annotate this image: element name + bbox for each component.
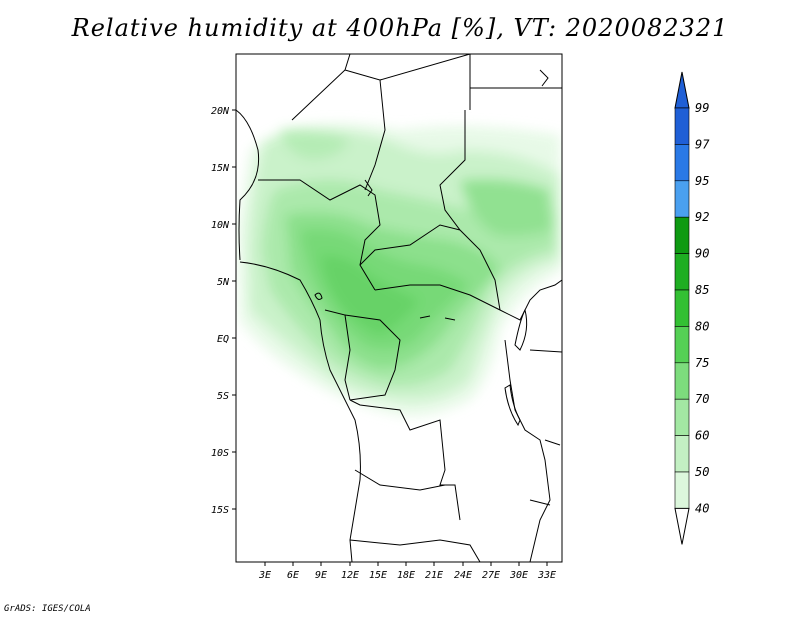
colorbar-swatch: [674, 326, 690, 364]
colorbar-swatch: [674, 398, 690, 436]
lon-label: 18E: [397, 570, 415, 581]
colorbar-swatch: [674, 144, 690, 182]
humidity-field: [238, 123, 562, 417]
lat-label: EQ: [217, 334, 229, 345]
credit-text: GrADS: IGES/COLA: [4, 604, 91, 614]
lon-label: 21E: [425, 570, 443, 581]
colorbar-label: 75: [695, 356, 709, 370]
chart-title: Relative humidity at 400hPa [%], VT: 202…: [71, 14, 729, 42]
lon-label: 3E: [258, 570, 271, 581]
lat-label: 5S: [217, 391, 229, 402]
colorbar-label: 97: [695, 137, 710, 151]
lon-label: 33E: [537, 570, 556, 581]
colorbar-label: 60: [695, 429, 709, 443]
colorbar-swatch: [674, 216, 690, 254]
colorbar-bottom-arrow: [674, 507, 690, 545]
lat-label: 15N: [211, 163, 230, 174]
lon-label: 30E: [509, 570, 528, 581]
colorbar-swatch: [674, 253, 690, 291]
colorbar-swatch: [674, 362, 690, 400]
latitude-axis: [232, 109, 236, 510]
lon-label: 24E: [454, 570, 472, 581]
lon-label: 27E: [482, 570, 500, 581]
colorbar-label: 80: [695, 319, 709, 333]
lon-label: 6E: [287, 570, 299, 581]
lon-label: 9E: [315, 570, 327, 581]
lat-label: 10S: [211, 448, 229, 459]
colorbar-swatch: [674, 471, 690, 509]
colorbar-top-arrow: [674, 71, 690, 109]
lon-label: 12E: [341, 570, 359, 581]
colorbar-label: 70: [695, 392, 709, 406]
lon-label: 15E: [369, 570, 387, 581]
lat-label: 10N: [211, 220, 230, 231]
map-frame: [235, 53, 563, 563]
colorbar-label: 90: [695, 247, 709, 261]
colorbar-label: 85: [695, 283, 709, 297]
colorbar-swatch: [674, 180, 690, 218]
colorbar-label: 40: [695, 501, 709, 515]
lat-label: 15S: [211, 505, 229, 516]
colorbar-swatch: [674, 289, 690, 327]
colorbar-label: 50: [695, 465, 709, 479]
colorbar-label: 99: [695, 101, 709, 115]
lat-label: 20N: [211, 106, 230, 117]
colorbar: 99 97 95 92 90 85 80 75 70 60 50 40: [674, 71, 710, 545]
longitude-axis: [264, 562, 548, 566]
colorbar-swatch: [674, 435, 690, 473]
colorbar-label: 92: [695, 210, 709, 224]
colorbar-label: 95: [695, 174, 709, 188]
lat-label: 5N: [217, 277, 230, 288]
colorbar-swatch: [674, 107, 690, 145]
country-borders: [236, 54, 562, 562]
